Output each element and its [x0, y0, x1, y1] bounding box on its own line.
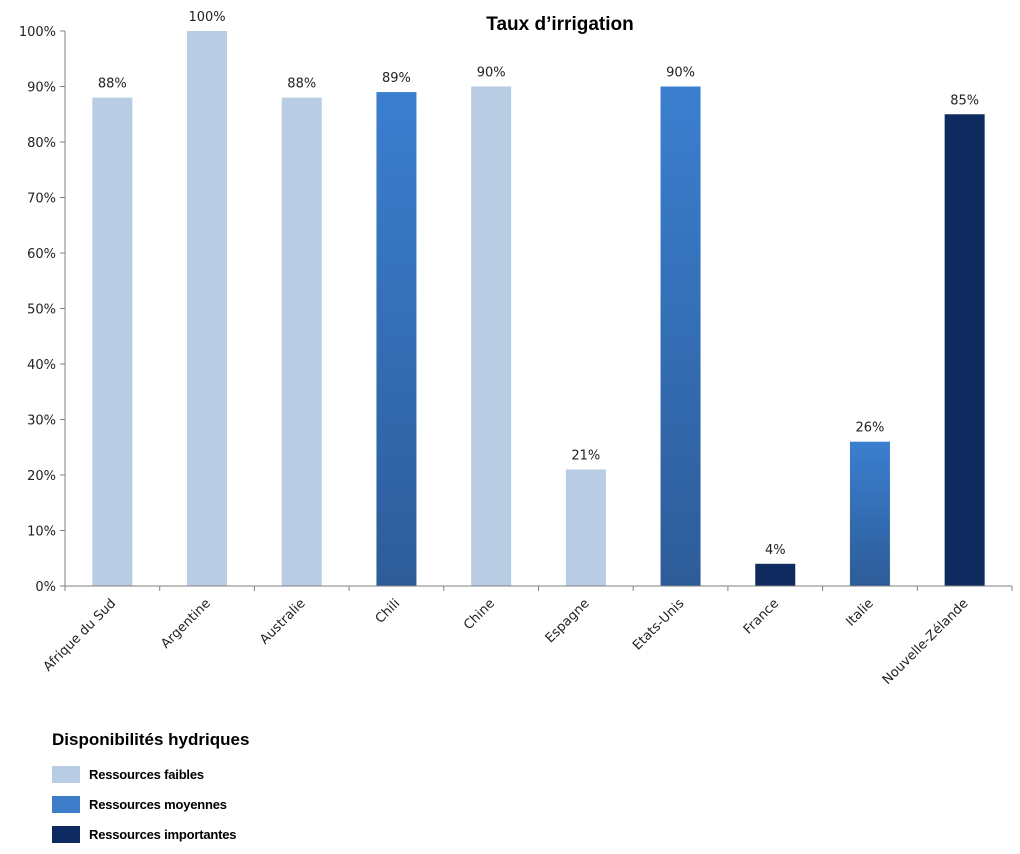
legend-item-importantes: Ressources importantes [52, 824, 249, 844]
data-label-3: 89% [382, 71, 411, 86]
y-tick-label: 70% [27, 192, 56, 207]
data-label-7: 4% [765, 543, 786, 558]
data-label-0: 88% [98, 77, 127, 92]
legend-item-moyennes: Ressources moyennes [52, 794, 249, 814]
category-label-1: Argentine [158, 596, 213, 651]
legend: Disponibilités hydriques Ressources faib… [52, 730, 249, 854]
category-label-7: France [741, 596, 782, 637]
y-tick-label: 50% [27, 303, 56, 318]
x-axis: Afrique du Sud Argentine Australie Chili Chi… [41, 585, 1013, 688]
legend-label-moyennes: Ressources moyennes [89, 796, 227, 812]
bar-chart: Taux d’irrigation 0% 10% 20% 30% 40% 50% 60% 70… [19, 10, 1013, 688]
category-label-5: Espagne [543, 596, 593, 646]
category-label-9: Nouvelle-Zélande [880, 596, 972, 688]
data-label-1: 100% [188, 10, 225, 25]
legend-item-faibles: Ressources faibles [52, 764, 249, 784]
data-labels: 88% 100% 88% 89% 90% 21% 90% 4% 26% 85% [98, 10, 979, 558]
legend-swatch-importantes [52, 825, 80, 843]
y-tick-label: 90% [27, 81, 56, 96]
y-tick-label: 20% [27, 469, 56, 484]
y-tick-label: 100% [19, 25, 56, 40]
legend-swatch-moyennes [52, 795, 80, 813]
y-tick-label: 60% [27, 247, 56, 262]
category-label-8: Italie [843, 596, 876, 629]
chart-title: Taux d’irrigation [486, 14, 633, 35]
y-tick-label: 0% [35, 580, 56, 595]
category-label-2: Australie [257, 596, 308, 647]
data-label-8: 26% [855, 421, 884, 436]
y-tick-label: 30% [27, 414, 56, 429]
legend-label-importantes: Ressources importantes [89, 826, 237, 842]
bar-8 [849, 441, 890, 586]
category-label-4: Chine [461, 596, 498, 633]
category-label-0: Afrique du Sud [41, 596, 119, 674]
y-axis: 0% 10% 20% 30% 40% 50% 60% 70% 80% 90% 100% [19, 25, 66, 595]
bar-4 [471, 86, 512, 586]
bar-5 [565, 469, 606, 586]
bar-1 [187, 31, 228, 586]
y-tick-label: 40% [27, 358, 56, 373]
bar-7 [755, 563, 796, 586]
bar-0 [92, 97, 133, 586]
bar-6 [660, 86, 701, 586]
legend-swatch-faibles [52, 765, 80, 783]
bars [92, 31, 985, 587]
category-label-3: Chili [373, 596, 404, 627]
legend-title: Disponibilités hydriques [52, 730, 250, 749]
bar-2 [281, 97, 322, 586]
data-label-6: 90% [666, 66, 695, 81]
category-label-6: Etats-Unis [630, 596, 687, 653]
y-tick-label: 80% [27, 136, 56, 151]
y-tick-label: 10% [27, 525, 56, 540]
data-label-9: 85% [950, 93, 979, 108]
data-label-2: 88% [287, 77, 316, 92]
bar-3 [376, 92, 417, 587]
bar-9 [944, 114, 985, 586]
data-label-4: 90% [477, 66, 506, 81]
legend-label-faibles: Ressources faibles [89, 766, 204, 782]
data-label-5: 21% [571, 448, 600, 463]
